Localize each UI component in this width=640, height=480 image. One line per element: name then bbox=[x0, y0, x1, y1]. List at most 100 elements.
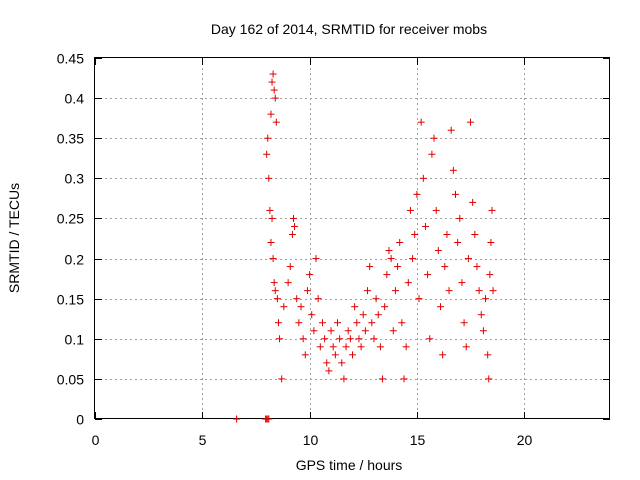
data-point bbox=[409, 255, 417, 263]
data-point bbox=[456, 214, 464, 222]
data-point bbox=[477, 311, 485, 319]
data-point bbox=[434, 247, 442, 255]
data-point bbox=[270, 279, 278, 287]
data-point bbox=[489, 287, 497, 295]
data-point bbox=[471, 230, 479, 238]
y-tick-label: 0.3 bbox=[65, 171, 85, 187]
data-point bbox=[273, 295, 281, 303]
data-point bbox=[400, 375, 408, 383]
tick-labels: 0 0.05 0.1 0.15 0.2 0.25 0.3 0.35 0.4 0.45 0 5 10 15 2… bbox=[57, 51, 533, 449]
data-point bbox=[265, 415, 273, 423]
data-point bbox=[321, 335, 329, 343]
data-point bbox=[278, 375, 286, 383]
data-point bbox=[268, 78, 276, 86]
data-point bbox=[323, 359, 331, 367]
data-point bbox=[426, 335, 434, 343]
data-point bbox=[475, 287, 483, 295]
data-point bbox=[370, 335, 378, 343]
data-point bbox=[419, 174, 427, 182]
data-point bbox=[485, 375, 493, 383]
data-point bbox=[336, 335, 344, 343]
x-tick-label: 20 bbox=[517, 432, 533, 448]
data-point bbox=[445, 287, 453, 295]
data-point bbox=[344, 327, 352, 335]
y-tick-label: 0.15 bbox=[57, 292, 84, 308]
data-point bbox=[482, 295, 490, 303]
axis-ticks bbox=[95, 58, 610, 420]
chart-title: Day 162 of 2014, SRMTID for receiver mob… bbox=[211, 21, 487, 37]
data-point bbox=[291, 222, 299, 230]
data-point bbox=[394, 263, 402, 271]
x-tick-label: 10 bbox=[303, 432, 319, 448]
data-point bbox=[447, 126, 455, 134]
data-point bbox=[443, 230, 451, 238]
data-point bbox=[368, 319, 376, 327]
data-point bbox=[464, 255, 472, 263]
data-point bbox=[372, 295, 380, 303]
data-point bbox=[276, 335, 284, 343]
data-point bbox=[272, 118, 280, 126]
y-tick-label: 0.25 bbox=[57, 211, 84, 227]
data-point bbox=[391, 287, 399, 295]
data-point bbox=[460, 319, 468, 327]
data-point bbox=[301, 351, 309, 359]
data-point bbox=[314, 295, 322, 303]
data-point bbox=[387, 255, 395, 263]
x-tick-label: 5 bbox=[199, 432, 207, 448]
data-point bbox=[331, 351, 339, 359]
data-point bbox=[406, 206, 414, 214]
data-point bbox=[333, 319, 341, 327]
data-point bbox=[421, 222, 429, 230]
data-point bbox=[359, 311, 367, 319]
data-point bbox=[308, 311, 316, 319]
data-point bbox=[432, 206, 440, 214]
data-point bbox=[325, 367, 333, 375]
data-point bbox=[342, 343, 350, 351]
data-point bbox=[297, 303, 305, 311]
data-point bbox=[424, 271, 432, 279]
data-point bbox=[364, 287, 372, 295]
data-point bbox=[473, 263, 481, 271]
x-tick-label: 15 bbox=[410, 432, 426, 448]
x-axis-label: GPS time / hours bbox=[296, 457, 403, 473]
x-tick-label: 0 bbox=[92, 432, 100, 448]
data-point bbox=[398, 319, 406, 327]
data-point bbox=[383, 271, 391, 279]
data-point bbox=[233, 415, 241, 423]
y-tick-label: 0.45 bbox=[57, 51, 84, 67]
data-point bbox=[488, 206, 496, 214]
y-tick-label: 0.1 bbox=[65, 332, 85, 348]
data-point bbox=[316, 343, 324, 351]
data-point bbox=[288, 230, 296, 238]
data-point bbox=[413, 190, 421, 198]
data-point bbox=[351, 303, 359, 311]
data-point bbox=[487, 239, 495, 247]
data-point bbox=[376, 343, 384, 351]
data-point bbox=[289, 214, 297, 222]
data-point bbox=[357, 343, 365, 351]
data-point bbox=[396, 239, 404, 247]
data-point bbox=[303, 287, 311, 295]
data-point bbox=[366, 263, 374, 271]
data-point bbox=[458, 279, 466, 287]
y-axis-label: SRMTID / TECUs bbox=[6, 183, 22, 293]
data-point bbox=[361, 327, 369, 335]
data-points bbox=[233, 70, 497, 423]
data-point bbox=[269, 255, 277, 263]
data-point bbox=[479, 327, 487, 335]
data-point bbox=[271, 94, 279, 102]
plot-frame bbox=[94, 57, 610, 419]
y-tick-label: 0.2 bbox=[65, 252, 85, 268]
data-point bbox=[411, 230, 419, 238]
data-point bbox=[269, 70, 277, 78]
y-tick-label: 0.05 bbox=[57, 372, 84, 388]
data-point bbox=[266, 206, 274, 214]
data-point bbox=[462, 343, 470, 351]
data-point bbox=[436, 303, 444, 311]
data-point bbox=[280, 303, 288, 311]
data-point bbox=[430, 134, 438, 142]
data-point bbox=[428, 150, 436, 158]
data-point bbox=[454, 239, 462, 247]
data-point bbox=[274, 319, 282, 327]
data-point bbox=[271, 287, 279, 295]
